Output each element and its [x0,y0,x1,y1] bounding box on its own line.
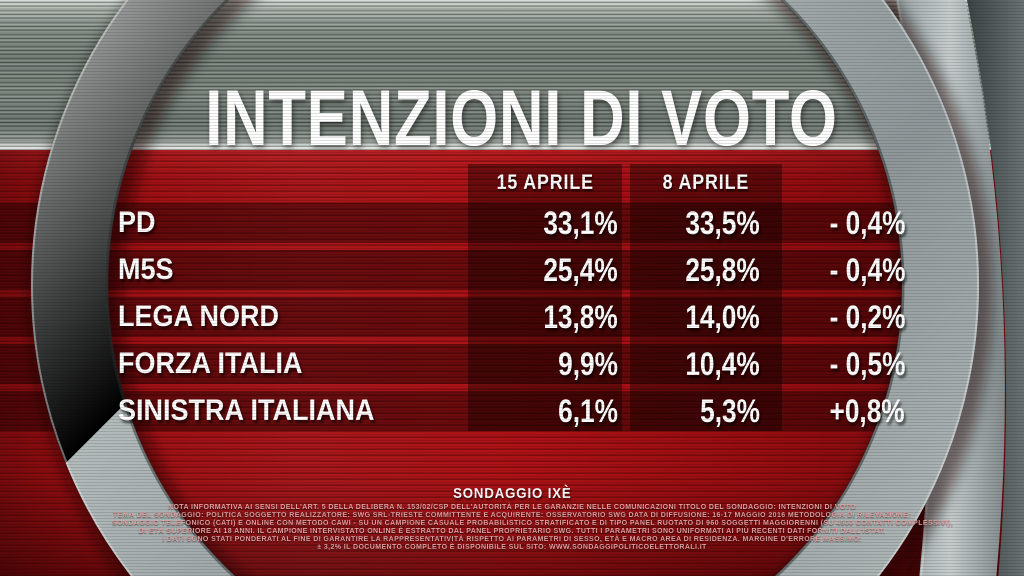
value-previous: 33,5% [685,205,760,241]
page-title: INTENZIONI DI VOTO [0,73,1024,162]
right-metal-edge [966,0,1024,576]
row-band [0,391,918,431]
disclaimer-line: ± 3,2% IL DOCUMENTO COMPLETO È DISPONIBI… [317,544,707,551]
disclaimer-line: TEMA DEL SONDAGGIO: POLITICA SOGGETTO RE… [113,512,911,519]
value-previous: 14,0% [685,299,760,335]
ring-inner-edge [105,0,905,576]
column-band-current [468,164,622,431]
value-diff: - 0,4% [829,205,905,241]
column-header-current: 15 APRILE [496,171,594,194]
metal-ring-left [31,0,979,576]
value-diff: - 0,5% [829,346,905,382]
value-diff: - 0,4% [829,252,905,288]
party-name: PD [118,206,156,239]
value-current: 13,8% [543,299,618,335]
value-diff: - 0,2% [829,299,905,335]
value-current: 6,1% [558,393,618,429]
row-band [0,297,918,337]
ring-outer-edge [31,0,979,576]
party-name: M5S [118,253,174,286]
poll-source: SONDAGGIO IXÈ [452,485,572,502]
legal-disclaimer: NOTA INFORMATIVA AI SENSI DELL'ART. 5 DE… [112,504,953,552]
value-current: 33,1% [543,205,618,241]
party-name: FORZA ITALIA [118,347,303,380]
disclaimer-line: DI ETÀ SUPERIORE AI 18 ANNI. IL CAMPIONE… [138,528,886,535]
disclaimer-line: I DATI SONO STATI PONDERATI AL FINE DI G… [162,536,862,543]
value-current: 25,4% [543,252,618,288]
value-previous: 25,8% [685,252,760,288]
value-previous: 10,4% [685,346,760,382]
column-band-previous [630,164,782,431]
party-name: LEGA NORD [118,300,280,333]
value-previous: 5,3% [700,393,760,429]
disclaimer-line: NOTA INFORMATIVA AI SENSI DELL'ART. 5 DE… [168,504,856,511]
value-diff: +0,8% [829,393,905,429]
column-header-previous: 8 APRILE [662,171,750,194]
value-current: 9,9% [558,346,618,382]
row-band [0,344,918,384]
disclaimer-line: SONDAGGIO TELEFONICO (CATI) E ONLINE CON… [112,520,953,527]
party-name: SINISTRA ITALIANA [118,394,375,427]
page-title-text: INTENZIONI DI VOTO [204,73,838,162]
row-band [0,250,918,290]
row-band [0,203,918,243]
